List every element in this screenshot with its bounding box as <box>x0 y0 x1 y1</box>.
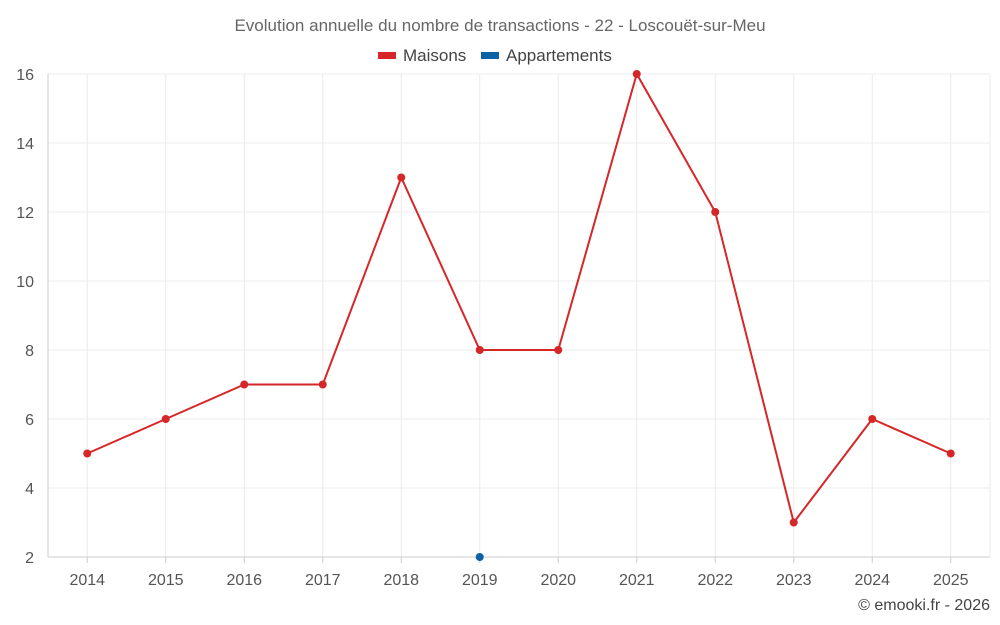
x-tick-label: 2018 <box>383 572 419 589</box>
x-tick-label: 2016 <box>226 572 262 589</box>
data-point-maisons[interactable] <box>789 518 798 527</box>
data-point-maisons[interactable] <box>711 208 720 216</box>
data-point-appartements[interactable] <box>475 553 484 561</box>
credit-text: © emooki.fr - 2026 <box>858 597 990 614</box>
legend-swatch-maisons <box>378 52 396 59</box>
data-point-maisons[interactable] <box>632 70 641 78</box>
y-tick-label: 12 <box>16 205 34 222</box>
y-tick-label: 4 <box>25 481 34 498</box>
chart-title: Evolution annuelle du nombre de transact… <box>234 16 765 35</box>
grid <box>48 73 990 557</box>
x-tick-label: 2014 <box>69 572 105 589</box>
data-point-maisons[interactable] <box>397 173 406 182</box>
legend-label-maisons[interactable]: Maisons <box>403 46 466 65</box>
data-point-maisons[interactable] <box>161 415 170 423</box>
axes: 2 4 6 8 10 12 14 16 2014 2015 2016 2017 2018 2019 2020… <box>16 67 991 589</box>
x-tick-label: 2025 <box>933 572 969 589</box>
x-tick-label: 2021 <box>619 572 655 589</box>
y-tick-label: 10 <box>16 274 34 291</box>
x-tick-label: 2022 <box>697 572 733 589</box>
x-tick-label: 2015 <box>148 572 184 589</box>
x-tick-label: 2017 <box>305 572 341 589</box>
y-tick-label: 14 <box>16 136 34 153</box>
series-appartements <box>475 553 484 561</box>
data-point-maisons[interactable] <box>475 346 484 354</box>
data-point-maisons[interactable] <box>318 380 327 389</box>
data-point-maisons[interactable] <box>868 415 877 423</box>
data-point-maisons[interactable] <box>83 449 92 458</box>
legend-label-appartements[interactable]: Appartements <box>506 46 612 65</box>
x-tick-label: 2020 <box>540 572 576 589</box>
data-point-maisons[interactable] <box>946 449 955 458</box>
y-tick-label: 16 <box>16 67 34 84</box>
x-tick-label: 2023 <box>776 572 812 589</box>
data-point-maisons[interactable] <box>240 380 249 389</box>
series <box>83 70 955 561</box>
legend-swatch-appartements <box>481 52 499 59</box>
series-maisons <box>83 70 955 527</box>
x-tick-label: 2024 <box>854 572 890 589</box>
x-tick-label: 2019 <box>462 572 498 589</box>
data-point-maisons[interactable] <box>554 346 563 354</box>
y-tick-label: 6 <box>25 412 34 429</box>
y-tick-label: 2 <box>25 550 34 567</box>
y-tick-label: 8 <box>25 343 34 360</box>
series-line-maisons <box>86 71 952 525</box>
legend: Maisons Appartements <box>378 46 612 65</box>
